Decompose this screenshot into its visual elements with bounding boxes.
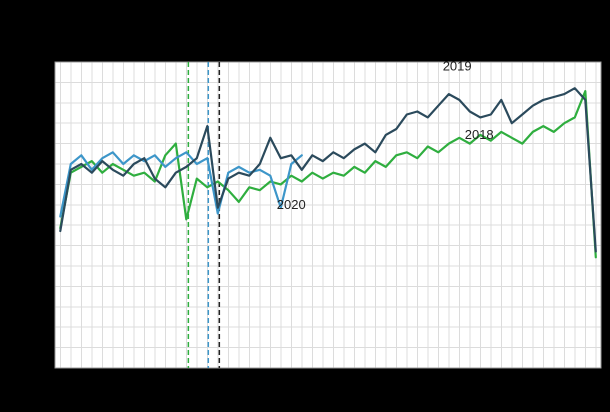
series-label-2020: 2020 bbox=[277, 197, 306, 212]
series-line-2019 bbox=[59, 87, 597, 253]
plot-area bbox=[55, 62, 601, 368]
series-label-2019: 2019 bbox=[443, 59, 472, 74]
series-label-2018: 2018 bbox=[465, 127, 494, 142]
series-line-2018 bbox=[59, 89, 597, 259]
plot-frame bbox=[54, 61, 602, 369]
series-line-2020 bbox=[59, 151, 303, 218]
